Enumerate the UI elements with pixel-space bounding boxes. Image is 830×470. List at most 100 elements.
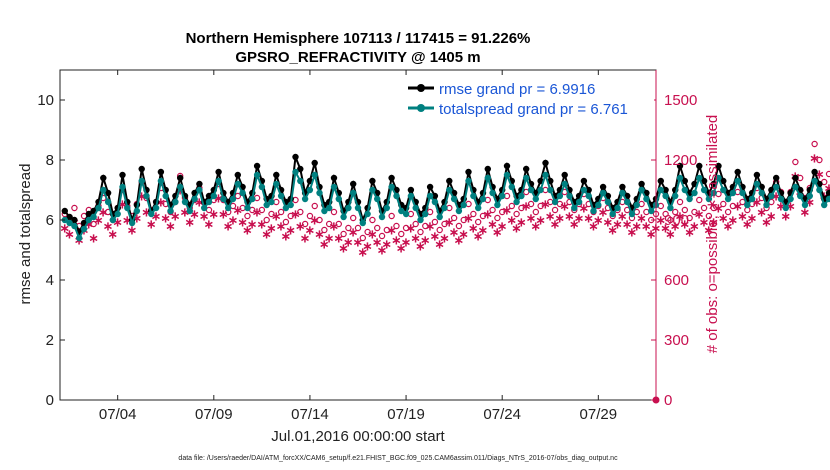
obs-assimilated-point: ∗ — [761, 215, 772, 230]
totalspread-point — [811, 177, 818, 185]
obs-assimilated-point: ∗ — [574, 211, 585, 226]
obs-possible-point — [354, 224, 362, 232]
totalspread-point — [720, 186, 727, 194]
obs-assimilated-point: ∗ — [607, 223, 618, 238]
y-right-tick-label: 900 — [664, 212, 689, 229]
rmse-point — [104, 189, 112, 197]
totalspread-point — [455, 207, 463, 215]
totalspread-point — [460, 201, 467, 209]
totalspread-point — [172, 198, 179, 206]
obs-assimilated-point: ∗ — [742, 217, 753, 232]
totalspread-point — [138, 177, 145, 185]
totalspread-point — [595, 201, 602, 209]
totalspread-point — [513, 198, 520, 206]
obs-assimilated-point: ∗ — [83, 217, 94, 232]
chart-title-line2: GPSRO_REFRACTIVITY @ 1405 m — [235, 49, 480, 66]
totalspread-point — [753, 180, 761, 188]
obs-assimilated-point: ∗ — [627, 225, 638, 240]
totalspread-point — [249, 195, 256, 203]
obs-assimilated-point: ∗ — [343, 235, 354, 250]
rmse-point — [825, 189, 830, 197]
y-right-tick-label: 1200 — [664, 152, 697, 169]
obs-assimilated-point: ∗ — [64, 227, 75, 242]
obs-assimilated-point: ∗ — [285, 223, 296, 238]
obs-assimilated-point: ∗ — [824, 181, 830, 196]
totalspread-point — [715, 174, 722, 182]
obs-assimilated-point: ∗ — [554, 211, 565, 226]
obs-assimilated-point: ∗ — [396, 241, 407, 256]
totalspread-point — [191, 195, 198, 203]
totalspread-point — [152, 204, 160, 212]
totalspread-point — [758, 189, 765, 197]
totalspread-point — [412, 204, 419, 212]
obs-possible-point — [383, 226, 391, 234]
obs-assimilated-point: ∗ — [530, 219, 541, 234]
obs-assimilated-point: ∗ — [631, 219, 642, 234]
totalspread-point — [748, 195, 756, 203]
x-tick-label: 07/29 — [580, 406, 618, 423]
y-tick-label: 2 — [46, 332, 54, 349]
totalspread-point — [792, 183, 799, 191]
obs-assimilated-point: ∗ — [449, 225, 460, 240]
totalspread-point — [777, 195, 785, 203]
obs-assimilated-point: ∗ — [751, 195, 762, 210]
rmse-point — [426, 183, 434, 191]
rmse-point — [297, 165, 304, 173]
obs-assimilated-point: ∗ — [785, 199, 796, 214]
obs-assimilated-point: ∗ — [160, 211, 171, 226]
totalspread-point — [359, 219, 366, 227]
totalspread-point — [508, 183, 515, 191]
obs-assimilated-point: ∗ — [300, 231, 311, 246]
obs-assimilated-point: ∗ — [232, 203, 243, 218]
totalspread-point — [619, 189, 626, 197]
obs-assimilated-point: ∗ — [223, 219, 234, 234]
totalspread-point — [76, 234, 83, 242]
totalspread-point — [133, 207, 141, 215]
obs-assimilated-point: ∗ — [482, 207, 493, 222]
x-tick-label: 07/09 — [195, 406, 233, 423]
obs-assimilated-point: ∗ — [588, 219, 599, 234]
totalspread-point — [475, 204, 482, 212]
totalspread-point — [268, 198, 275, 206]
rmse-point — [61, 207, 68, 215]
totalspread-point — [263, 201, 270, 209]
obs-assimilated-point: ∗ — [660, 221, 671, 236]
obs-possible-point — [537, 202, 544, 210]
obs-possible-point — [90, 220, 97, 228]
x-tick-label: 07/04 — [99, 406, 137, 423]
obs-possible-point — [474, 218, 482, 226]
totalspread-point — [782, 204, 789, 212]
obs-assimilated-point: ∗ — [617, 209, 628, 224]
obs-assimilated-point: ∗ — [189, 207, 200, 222]
totalspread-point — [532, 195, 539, 203]
totalspread-point — [825, 195, 830, 203]
totalspread-point — [100, 186, 107, 194]
totalspread-point — [335, 195, 342, 203]
obs-assimilated-point: ∗ — [309, 213, 320, 228]
totalspread-point — [398, 207, 405, 215]
rmse-point — [523, 165, 530, 173]
rmse-point — [773, 174, 780, 182]
totalspread-point — [364, 210, 371, 218]
obs-assimilated-point: ∗ — [242, 223, 253, 238]
obs-possible-point — [470, 210, 477, 218]
totalspread-point — [229, 195, 237, 203]
obs-assimilated-point: ∗ — [290, 207, 301, 222]
obs-assimilated-point: ∗ — [703, 223, 714, 238]
obs-possible-point — [340, 230, 347, 238]
obs-possible-point — [71, 204, 78, 212]
obs-assimilated-point: ∗ — [684, 225, 695, 240]
obs-assimilated-point: ∗ — [540, 197, 551, 212]
rmse-point — [388, 174, 395, 182]
obs-assimilated-point: ∗ — [737, 209, 748, 224]
rmse-point — [542, 159, 549, 167]
obs-assimilated-point: ∗ — [165, 219, 176, 234]
obs-assimilated-point: ∗ — [319, 237, 330, 252]
obs-assimilated-point: ∗ — [261, 227, 272, 242]
totalspread-point — [542, 171, 549, 179]
totalspread-point — [85, 216, 93, 224]
totalspread-point — [407, 192, 415, 200]
series-obs-assimilated: ∗∗∗∗∗∗∗∗∗∗∗∗∗∗∗∗∗∗∗∗∗∗∗∗∗∗∗∗∗∗∗∗∗∗∗∗∗∗∗∗… — [59, 151, 830, 260]
totalspread-point — [590, 207, 597, 215]
obs-possible-point — [825, 170, 830, 178]
